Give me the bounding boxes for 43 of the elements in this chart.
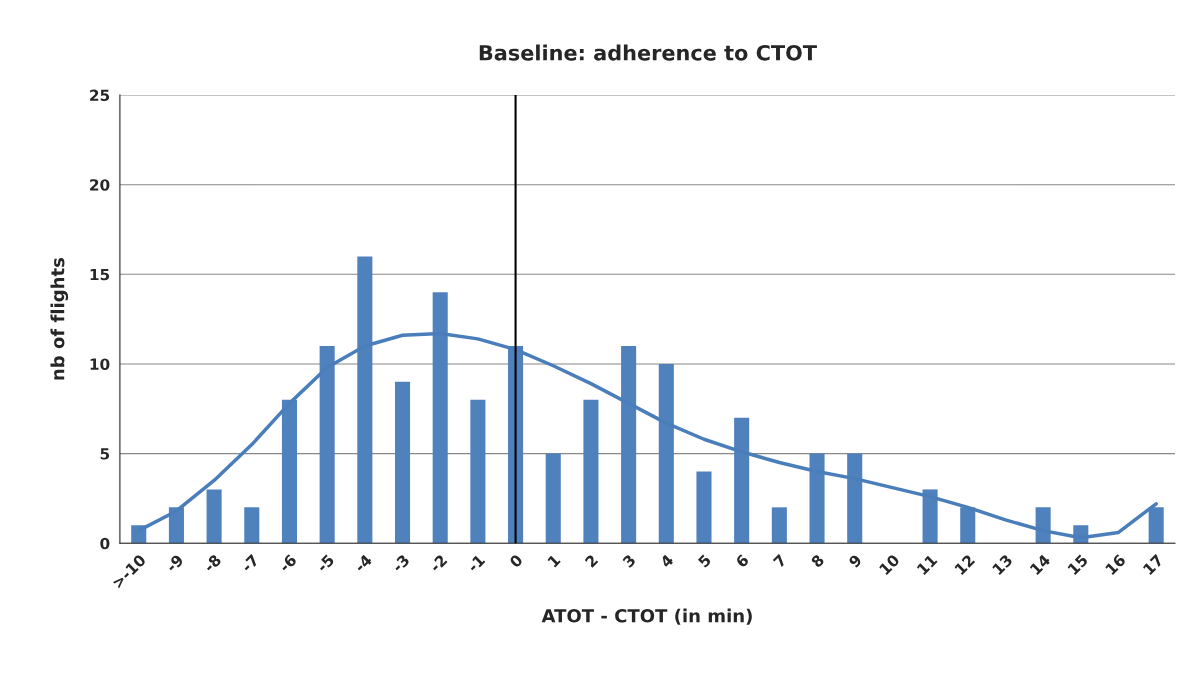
x-tick-label: -4 <box>353 553 373 573</box>
x-tick-label: 7 <box>772 554 787 568</box>
x-tick-label: 13 <box>991 553 1013 576</box>
bar <box>696 471 712 544</box>
x-tick-label: 1 <box>547 554 561 568</box>
x-tick-label: 0 <box>508 553 524 569</box>
x-tick-label: 4 <box>659 553 675 569</box>
x-tick-label: 3 <box>622 553 637 569</box>
x-tick-label: -3 <box>391 553 411 573</box>
x-tick-label: 14 <box>1029 553 1051 575</box>
bar <box>470 399 486 544</box>
y-tick-label: 15 <box>90 268 110 281</box>
bar <box>583 399 599 544</box>
x-tick-label: 9 <box>847 553 863 569</box>
x-tick-label: -5 <box>316 554 335 573</box>
bar <box>545 453 561 544</box>
x-tick-label: 10 <box>878 553 901 576</box>
y-tick-label: 5 <box>100 448 110 460</box>
bar <box>394 381 411 544</box>
chart-title: Baseline: adherence to CTOT <box>479 44 817 61</box>
x-tick-label: -7 <box>240 554 260 573</box>
y-tick-label: 10 <box>90 358 110 370</box>
y-tick-label: 25 <box>90 89 110 102</box>
x-tick-label: -9 <box>165 553 185 573</box>
x-tick-label: 12 <box>954 554 976 575</box>
y-tick-label: 20 <box>90 179 110 191</box>
x-tick-label: 17 <box>1142 554 1164 575</box>
bar <box>244 507 260 544</box>
x-tick-label: -8 <box>202 553 222 573</box>
x-tick-label: -2 <box>428 554 448 573</box>
x-tick-label: 11 <box>916 554 938 575</box>
x-tick-label: 5 <box>697 554 712 568</box>
x-axis-title: ATOT - CTOT (in min) <box>541 608 752 625</box>
x-tick-label: -1 <box>466 554 486 573</box>
x-tick-label: 15 <box>1067 554 1089 576</box>
y-tick-label: 0 <box>100 537 110 550</box>
x-tick-label: 16 <box>1104 553 1127 576</box>
x-tick-label: 8 <box>810 553 825 569</box>
y-axis-title: nb of flights <box>50 257 69 380</box>
x-tick-label: 2 <box>584 554 599 568</box>
bar <box>771 507 787 544</box>
x-tick-label: -6 <box>278 553 298 573</box>
x-tick-label: 6 <box>735 553 750 569</box>
